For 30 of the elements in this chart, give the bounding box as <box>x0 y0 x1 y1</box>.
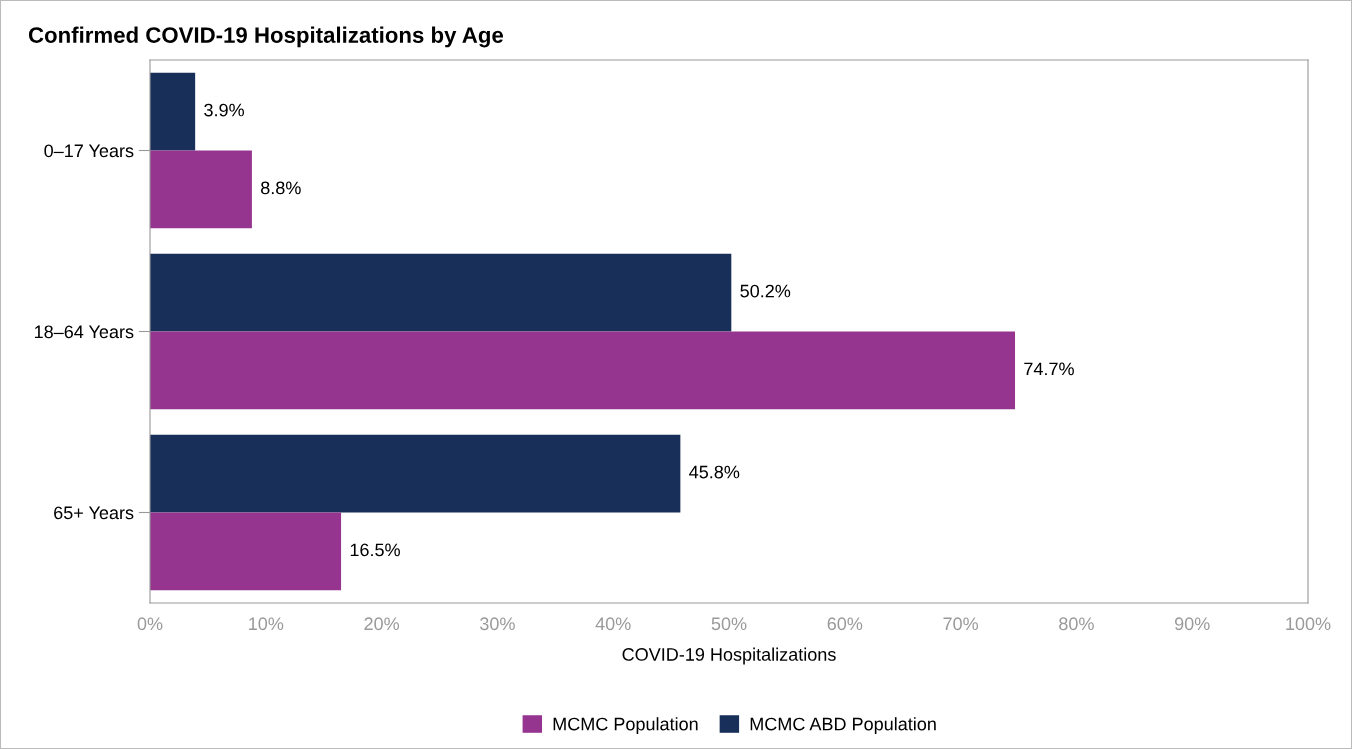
x-tick-label: 20% <box>364 617 400 631</box>
y-tick-label: 65+ Years <box>54 506 134 520</box>
x-tick-label: 60% <box>827 617 863 631</box>
y-tick-label: 0–17 Years <box>44 144 134 158</box>
legend-label: MCMC ABD Population <box>750 717 936 735</box>
bar <box>150 512 342 591</box>
bar <box>150 253 732 332</box>
data-label: 50.2% <box>740 284 791 298</box>
bar <box>150 434 681 513</box>
x-axis-title: COVID-19 Hospitalizations <box>622 647 836 665</box>
y-tick-label: 18–64 Years <box>34 325 134 339</box>
data-label: 16.5% <box>350 543 400 557</box>
x-tick-label: 70% <box>943 617 979 631</box>
bar <box>150 331 1016 410</box>
x-tick-label: 90% <box>1174 617 1210 631</box>
x-tick-label: 10% <box>249 617 284 631</box>
bar <box>150 150 252 229</box>
bar <box>150 72 196 151</box>
x-tick-label: 80% <box>1059 617 1094 631</box>
x-tick-label: 30% <box>480 617 515 631</box>
x-tick-label: 100% <box>1286 617 1331 631</box>
x-tick-label: 0% <box>137 617 163 631</box>
x-tick-label: 50% <box>711 617 747 631</box>
data-label: 8.8% <box>261 181 301 195</box>
data-label: 3.9% <box>204 103 245 117</box>
data-label: 74.7% <box>1024 362 1074 376</box>
legend-label: MCMC Population <box>553 717 698 735</box>
data-label: 45.8% <box>689 465 740 479</box>
x-tick-label: 40% <box>595 617 631 631</box>
chart-title: Confirmed COVID-19 Hospitalizations by Age <box>28 26 504 48</box>
